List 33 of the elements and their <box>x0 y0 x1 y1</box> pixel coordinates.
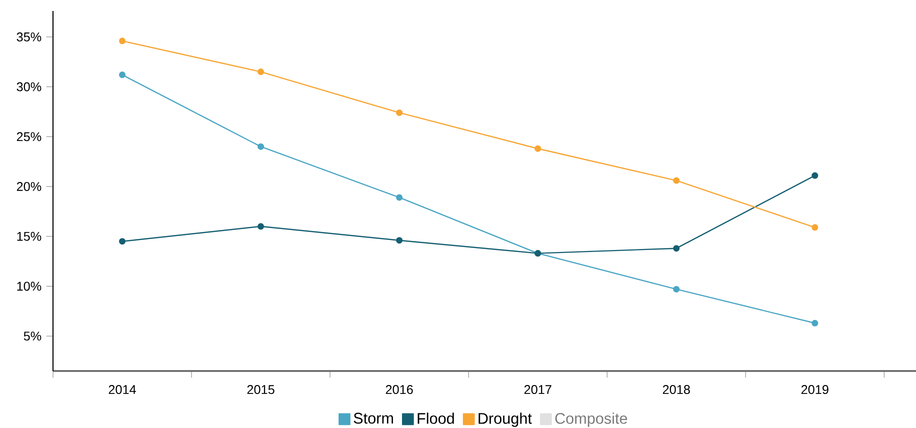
legend-label: Storm <box>354 412 393 424</box>
point <box>258 68 264 76</box>
x-tick-label: 2017 <box>524 385 552 394</box>
point <box>119 72 126 78</box>
point <box>673 245 680 252</box>
point <box>812 320 818 326</box>
point <box>258 143 264 150</box>
point <box>396 194 403 201</box>
legend-label: Flood <box>418 412 454 424</box>
y-tick-label: 15% <box>17 232 42 241</box>
legend-label: Composite <box>555 412 628 427</box>
point <box>396 237 403 244</box>
y-tick-label: 30% <box>16 82 42 92</box>
x-tick-label: 2018 <box>662 385 690 394</box>
legend-label: Drought <box>478 412 532 427</box>
y-tick-label: 10% <box>17 282 42 291</box>
point <box>812 172 818 179</box>
y-tick-label: 25% <box>16 132 42 142</box>
point <box>396 109 403 116</box>
point <box>258 223 264 230</box>
point <box>119 38 126 44</box>
y-tick-label: 5% <box>24 332 42 341</box>
x-tick-label: 2015 <box>247 385 274 394</box>
point <box>119 238 126 245</box>
x-tick-label: 2014 <box>108 385 136 394</box>
point <box>812 224 818 231</box>
point <box>534 145 542 152</box>
point <box>673 177 680 184</box>
point <box>673 286 680 292</box>
x-tick-label: 2019 <box>801 385 828 394</box>
x-tick-label: 2016 <box>386 385 413 394</box>
y-tick-label: 35% <box>16 32 42 42</box>
y-tick-label: 20% <box>16 182 42 191</box>
